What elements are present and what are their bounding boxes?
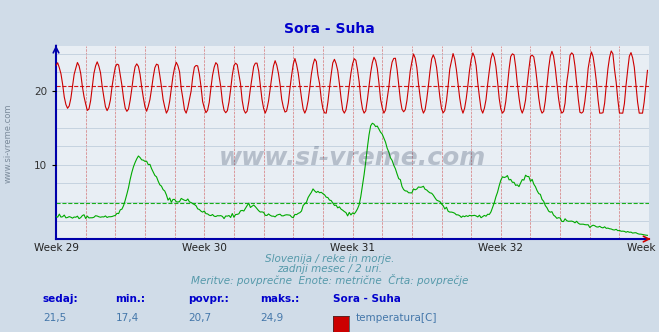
Text: min.:: min.:	[115, 294, 146, 304]
Text: maks.:: maks.:	[260, 294, 300, 304]
Text: zadnji mesec / 2 uri.: zadnji mesec / 2 uri.	[277, 264, 382, 274]
Text: 17,4: 17,4	[115, 313, 138, 323]
Text: Sora - Suha: Sora - Suha	[333, 294, 401, 304]
Text: www.si-vreme.com: www.si-vreme.com	[3, 103, 13, 183]
Text: Meritve: povprečne  Enote: metrične  Črta: povprečje: Meritve: povprečne Enote: metrične Črta:…	[191, 274, 468, 286]
Text: 20,7: 20,7	[188, 313, 211, 323]
Text: www.si-vreme.com: www.si-vreme.com	[219, 146, 486, 170]
Text: temperatura[C]: temperatura[C]	[356, 313, 438, 323]
Text: povpr.:: povpr.:	[188, 294, 229, 304]
Text: 24,9: 24,9	[260, 313, 283, 323]
Text: 21,5: 21,5	[43, 313, 66, 323]
Text: Sora - Suha: Sora - Suha	[284, 22, 375, 36]
Text: Slovenija / reke in morje.: Slovenija / reke in morje.	[265, 254, 394, 264]
Text: sedaj:: sedaj:	[43, 294, 78, 304]
